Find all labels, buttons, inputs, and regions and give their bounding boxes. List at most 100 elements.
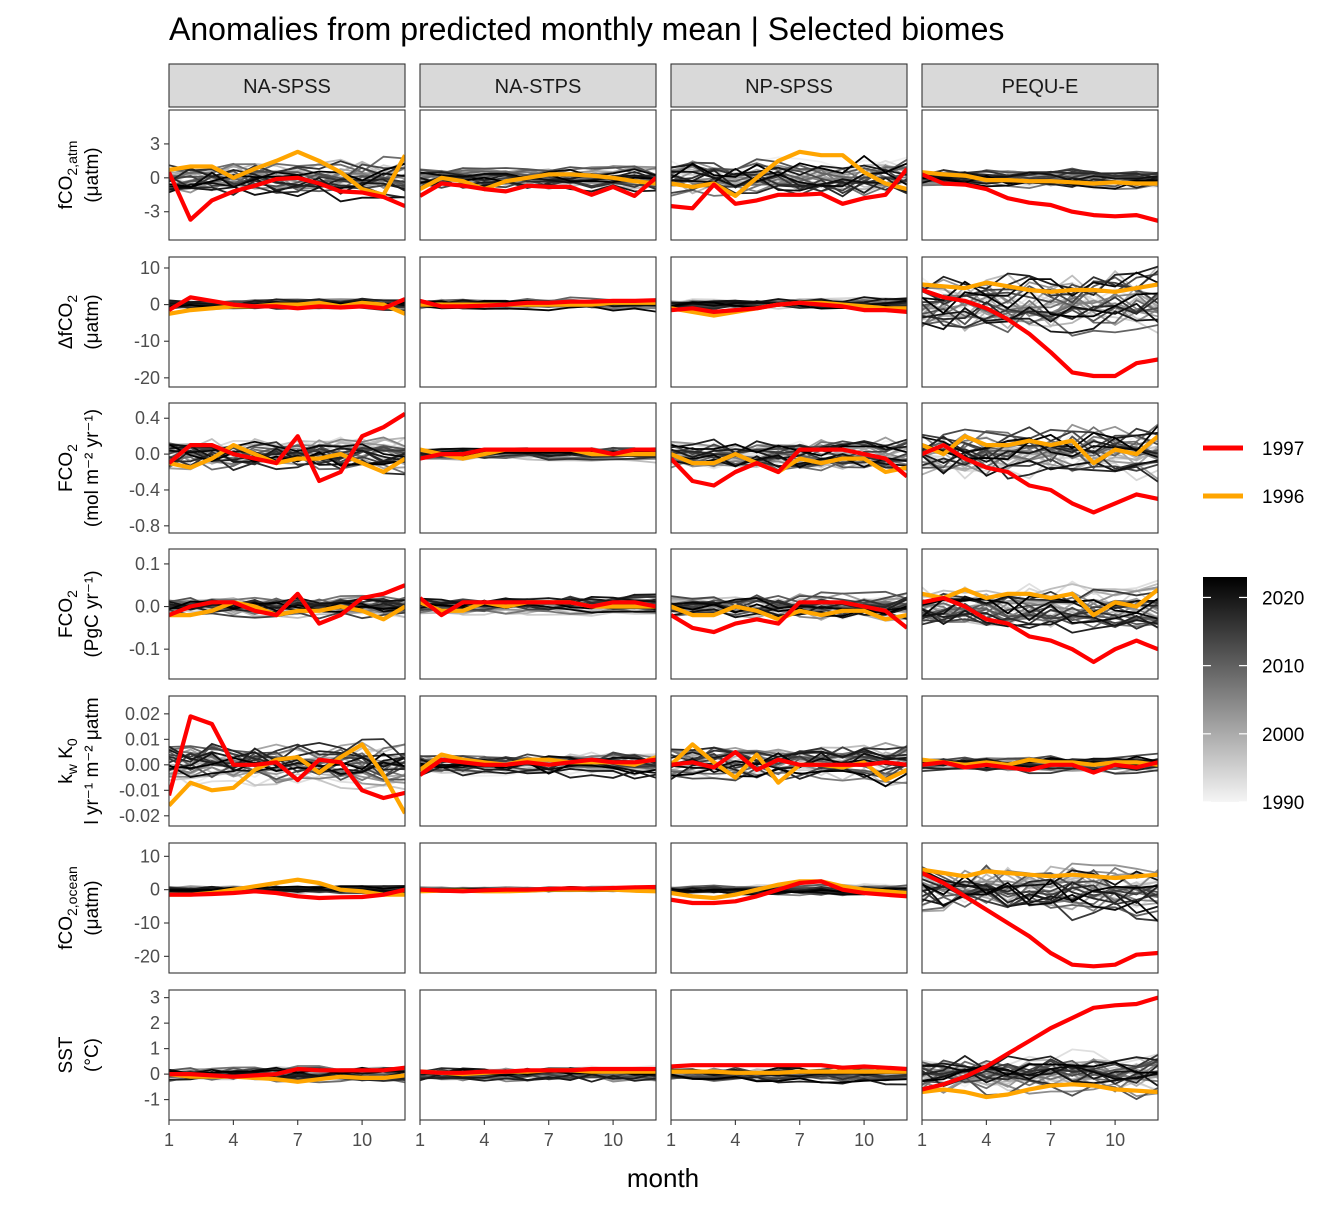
row-label-dfco2: ΔfCO2 (μatm)	[56, 294, 103, 349]
series-line-1997	[671, 167, 907, 211]
year-line	[671, 1067, 907, 1078]
y-tick-label: -0.1	[129, 639, 160, 659]
panel-lines	[922, 995, 1158, 1101]
year-line	[922, 1061, 1158, 1083]
panel-fco2ocean-na-spss	[168, 842, 406, 974]
y-tick-label: -0.4	[129, 480, 160, 500]
panel-fco2flux_m2-pequ-e	[921, 402, 1159, 534]
panel-fco2flux_m2-na-stps	[419, 402, 657, 534]
panel-lines	[671, 1063, 907, 1086]
x-tick-label: 10	[854, 1130, 874, 1150]
colorbar-label: 2010	[1262, 657, 1304, 678]
series-line-1996	[671, 149, 907, 198]
panel-lines	[420, 884, 656, 894]
series-line-1996	[169, 600, 405, 622]
x-tick-label: 1	[666, 1130, 676, 1150]
year-line	[420, 751, 656, 765]
panel-fco2flux_int-pequ-e	[921, 548, 1159, 680]
series-line-1997	[420, 176, 656, 198]
y-tick-label: 0	[150, 1064, 160, 1084]
year-line	[169, 171, 405, 190]
year-line	[420, 761, 656, 775]
x-tick-label: 1	[917, 1130, 927, 1150]
panel-border	[670, 842, 908, 974]
panel-background	[169, 843, 405, 973]
panel-background	[922, 990, 1158, 1120]
panel-lines	[922, 579, 1158, 665]
panel-border	[168, 842, 406, 974]
panel-border	[921, 109, 1159, 241]
series-line-1996	[169, 149, 405, 197]
year-line	[169, 162, 405, 188]
panel-sst-na-spss: 1 4 7 10	[164, 989, 406, 1150]
year-line	[922, 435, 1158, 469]
panel-fco2atm-np-spss	[670, 109, 908, 241]
panel-lines	[169, 1065, 405, 1084]
y-tick-label: 0.1	[135, 554, 160, 574]
panel-sst-pequ-e: 1 4 7 10	[917, 989, 1159, 1150]
facet-strip-label: NP-SPSS	[745, 76, 833, 98]
panel-fco2atm-na-spss	[168, 109, 406, 241]
panel-dfco2-na-spss	[168, 256, 406, 388]
year-line	[922, 436, 1158, 459]
year-line	[922, 271, 1158, 302]
series-line-1997	[169, 714, 405, 801]
year-line	[922, 869, 1158, 891]
panel-lines	[922, 167, 1158, 223]
facet-strip-na-spss: NA-SPSS	[168, 63, 406, 108]
x-tick-label: 7	[544, 1130, 554, 1150]
panel-background	[169, 257, 405, 387]
year-line	[420, 1072, 656, 1082]
y-tick-label: 0.00	[125, 755, 160, 775]
year-line	[671, 1073, 907, 1084]
facet-strip-bg	[419, 63, 657, 108]
panel-border	[921, 402, 1159, 534]
legend-item-1997: 1997	[1203, 439, 1304, 460]
panel-border	[670, 695, 908, 827]
year-line	[922, 875, 1158, 903]
x-tick-label: 7	[795, 1130, 805, 1150]
row-label-fco2flux_m2: FCO2 (mol m⁻² yr⁻¹)	[56, 409, 103, 527]
x-tick-label: 1	[415, 1130, 425, 1150]
series-line-1996	[922, 1082, 1158, 1100]
series-line-1997	[671, 1063, 907, 1072]
panel-lines	[922, 862, 1158, 969]
series-line-1996	[671, 879, 907, 901]
panel-border	[670, 402, 908, 534]
year-line	[922, 426, 1158, 451]
series-line-1997	[169, 1065, 405, 1079]
panel-lines	[169, 295, 405, 316]
panel-lines	[671, 742, 907, 788]
panel-lines	[922, 423, 1158, 515]
panel-border	[168, 695, 406, 827]
series-line-1997	[420, 884, 656, 894]
panel-lines	[420, 1064, 656, 1083]
facet-strip-label: PEQU-E	[1002, 76, 1079, 98]
panel-sst-na-stps: 1 4 7 10	[415, 989, 657, 1150]
year-line	[169, 182, 405, 203]
year-line	[169, 738, 405, 765]
panel-lines	[420, 593, 656, 618]
series-line-1997	[922, 288, 1158, 379]
panel-lines	[922, 265, 1158, 379]
y-tick-label: 3	[150, 134, 160, 154]
panel-lines	[420, 446, 656, 464]
y-tick-label: 10	[140, 258, 160, 278]
year-line	[169, 762, 405, 781]
row-label-line1: fCO2,atm	[56, 141, 80, 210]
series-line-1996	[922, 280, 1158, 294]
panel-lines	[169, 412, 405, 484]
panel-grid: 30-3100-10-200.40.0-0.4-0.80.10.0-0.10.0…	[119, 109, 1159, 1150]
panel-lines	[671, 590, 907, 635]
year-line	[420, 758, 656, 774]
facet-strip-pequ-e: PEQU-E	[921, 63, 1159, 108]
year-line	[922, 1065, 1158, 1081]
panel-border	[670, 989, 908, 1121]
panel-lines	[671, 879, 907, 906]
y-tick-label: -0.8	[129, 516, 160, 536]
y-tick-label: 1	[150, 1039, 160, 1059]
series-line-1997	[420, 596, 656, 618]
year-line	[420, 601, 656, 611]
series-line-1997	[169, 583, 405, 626]
series-line-1996	[169, 300, 405, 316]
